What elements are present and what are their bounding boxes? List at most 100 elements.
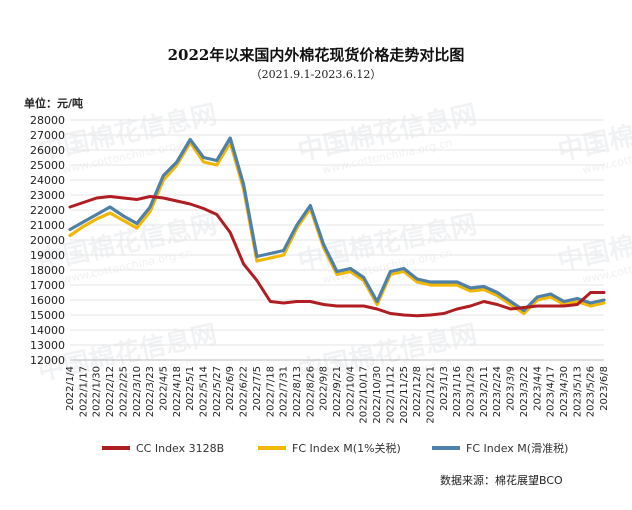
x-tick-label: 2022/12/21 [425,366,436,424]
data-point [443,312,445,315]
y-tick-label: 15000 [30,309,65,322]
y-tick-label: 24000 [30,174,65,187]
x-tick-label: 2022/2/12 [105,366,116,417]
data-point [282,249,285,252]
data-point [322,243,325,246]
data-point [429,281,432,283]
data-point [349,270,352,273]
data-point [483,285,485,288]
x-tick-label: 2022/12/8 [412,366,423,417]
x-axis-ticks: 2022/1/4 2022/1/17 2022/1/30 2022/2/12 2022/… [65,366,610,424]
x-tick-label: 2023/4/30 [559,366,570,417]
data-point [82,201,85,204]
data-point [456,284,458,286]
data-point [523,312,525,315]
data-point [109,212,111,214]
x-tick-label: 2022/5/14 [199,366,210,417]
x-tick-label: 2022/6/9 [225,366,236,411]
x-tick-label: 2023/6/8 [599,366,610,411]
data-point [509,300,512,303]
x-tick-label: 2022/10/17 [359,366,370,424]
x-tick-label: 2022/10/30 [372,366,383,424]
x-tick-label: 2022/1/30 [92,366,103,417]
x-tick-label: 2022/1/17 [78,366,89,417]
x-tick-label: 2022/5/1 [185,366,196,411]
legend-label: CC Index 3128B [136,442,224,455]
legend-label: FC Index M(1%关税) [292,441,401,455]
data-point [216,164,218,166]
data-point [216,213,218,216]
x-tick-label: 2023/3/9 [506,366,517,411]
data-point [416,315,418,317]
data-point [563,305,565,307]
data-point [603,302,605,304]
data-point [536,305,539,307]
series-lines [68,136,606,318]
data-point [496,294,499,297]
x-tick-label: 2022/9/21 [332,366,343,417]
data-point [256,279,258,282]
y-tick-label: 18000 [30,264,65,277]
data-point [469,305,472,307]
x-tick-label: 2022/5/27 [212,366,223,417]
data-point [176,161,178,163]
data-point [549,305,552,307]
data-point [269,257,272,259]
x-tick-label: 2023/1/29 [466,366,477,417]
y-tick-label: 12000 [30,354,65,367]
data-point [403,314,405,316]
data-point [603,299,605,301]
data-point [536,296,539,298]
data-point [362,276,365,279]
data-point [389,270,392,273]
data-point [403,270,405,273]
data-point [376,308,378,310]
data-point [443,281,445,283]
x-tick-label: 2022/11/25 [399,366,410,424]
x-tick-label: 2022/7/18 [265,366,276,417]
data-point [429,284,432,286]
x-tick-label: 2023/2/11 [479,366,490,417]
data-point [496,291,499,294]
data-point [576,300,579,303]
data-point [282,254,285,256]
y-tick-label: 26000 [30,144,65,157]
y-tick-label: 23000 [30,189,65,202]
data-point [109,206,111,208]
data-point [122,219,125,222]
x-tick-label: 2022/10/4 [345,366,356,417]
legend: CC Index 3128B FC Index M(1%关税) FC Index M… [102,441,568,455]
data-point [69,206,71,208]
data-point [469,290,472,292]
data-point [523,306,525,309]
data-point [349,305,352,307]
y-axis-ticks: 12000 13000 14000 15000 16000 17000 18000 19000… [30,114,65,367]
data-point [483,288,485,291]
x-tick-label: 2022/1/4 [65,366,76,411]
data-point [469,287,472,289]
data-point [376,300,378,303]
data-point [549,293,552,295]
x-tick-label: 2022/7/31 [279,366,290,417]
y-tick-label: 17000 [30,279,65,292]
data-point [229,231,231,234]
data-point [95,218,98,220]
x-tick-label: 2023/3/22 [519,366,530,417]
data-point [416,278,418,280]
data-point [336,270,338,273]
data-point [95,213,98,216]
data-point [162,174,165,177]
data-point [336,305,338,307]
data-point [523,309,525,312]
data-point [162,197,165,199]
data-point [282,302,285,304]
data-point [136,227,138,229]
data-point [149,210,151,213]
data-point [309,300,312,303]
data-point [149,206,151,208]
data-point [69,234,71,237]
y-tick-label: 16000 [30,294,65,307]
data-point [269,252,272,255]
